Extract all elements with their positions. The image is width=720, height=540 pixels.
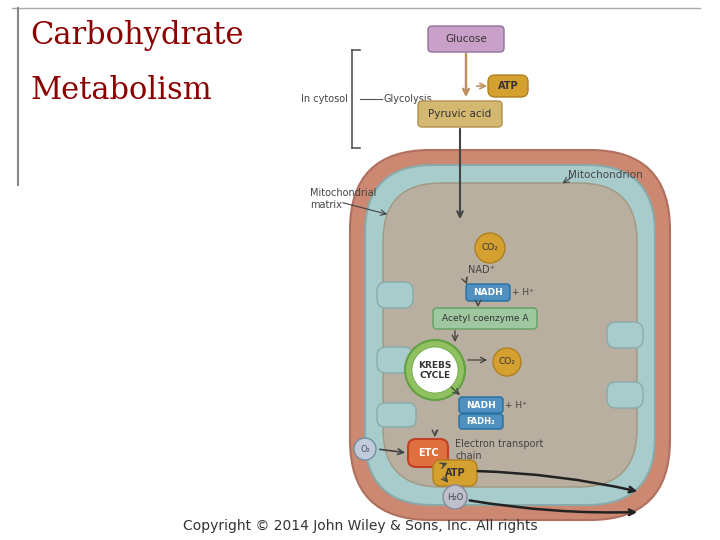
FancyBboxPatch shape [488, 75, 528, 97]
FancyBboxPatch shape [408, 439, 448, 467]
FancyBboxPatch shape [433, 308, 537, 329]
FancyBboxPatch shape [365, 165, 655, 505]
Text: + H⁺: + H⁺ [505, 401, 527, 409]
Text: Glucose: Glucose [445, 34, 487, 44]
Text: CYCLE: CYCLE [420, 372, 451, 381]
Circle shape [354, 438, 376, 460]
Text: + H⁺: + H⁺ [512, 288, 534, 297]
Text: Glycolysis: Glycolysis [384, 94, 433, 104]
Text: H₂O: H₂O [447, 492, 463, 502]
Circle shape [412, 347, 458, 393]
Text: Carbohydrate: Carbohydrate [30, 20, 243, 51]
Text: KREBS: KREBS [418, 361, 451, 369]
Text: CO₂: CO₂ [482, 244, 498, 253]
Text: NADH: NADH [466, 401, 496, 409]
FancyBboxPatch shape [383, 183, 637, 487]
Text: NADH: NADH [473, 288, 503, 297]
Circle shape [405, 340, 465, 400]
Text: ATP: ATP [445, 468, 465, 478]
Text: Metabolism: Metabolism [30, 75, 212, 106]
Text: Electron transport
chain: Electron transport chain [455, 439, 544, 461]
Text: ETC: ETC [418, 448, 438, 458]
Text: CO₂: CO₂ [498, 357, 516, 367]
FancyBboxPatch shape [350, 150, 670, 520]
Text: Pyruvic acid: Pyruvic acid [428, 109, 492, 119]
Text: Acetyl coenzyme A: Acetyl coenzyme A [442, 314, 528, 323]
Text: O₂: O₂ [360, 444, 370, 454]
FancyBboxPatch shape [459, 414, 503, 429]
FancyBboxPatch shape [607, 322, 643, 348]
FancyBboxPatch shape [377, 347, 413, 373]
Text: Copyright © 2014 John Wiley & Sons, Inc. All rights: Copyright © 2014 John Wiley & Sons, Inc.… [183, 519, 537, 533]
FancyBboxPatch shape [377, 403, 416, 427]
FancyBboxPatch shape [433, 460, 477, 486]
FancyBboxPatch shape [607, 382, 643, 408]
Text: Mitochondrion: Mitochondrion [568, 170, 643, 180]
FancyBboxPatch shape [466, 284, 510, 301]
FancyBboxPatch shape [418, 101, 502, 127]
FancyBboxPatch shape [459, 397, 503, 413]
Text: In cytosol: In cytosol [301, 94, 348, 104]
Circle shape [443, 485, 467, 509]
Text: ATP: ATP [498, 81, 518, 91]
Circle shape [493, 348, 521, 376]
FancyBboxPatch shape [428, 26, 504, 52]
Text: NAD⁺: NAD⁺ [468, 265, 495, 275]
FancyBboxPatch shape [377, 282, 413, 308]
Text: Mitochondrial
matrix: Mitochondrial matrix [310, 188, 377, 210]
Text: FADH₂: FADH₂ [467, 417, 495, 426]
Circle shape [475, 233, 505, 263]
